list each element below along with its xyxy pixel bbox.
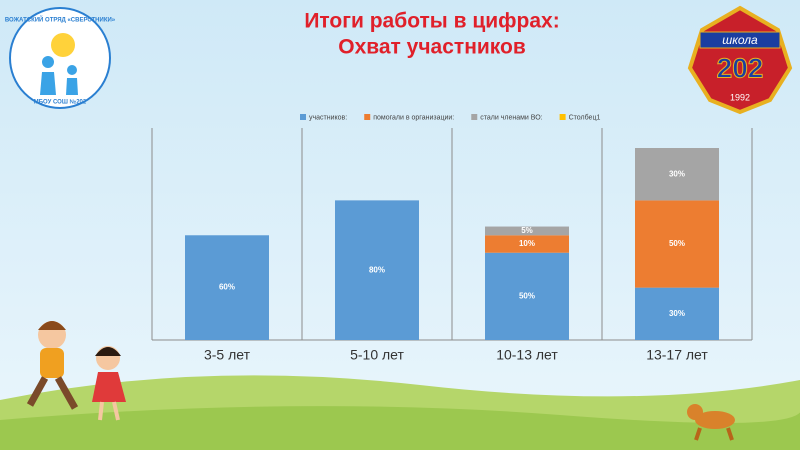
logo-text: ВОЖАТСКИЙ ОТРЯД «СВЕРСТНИКИ» [5, 16, 116, 24]
legend-label: Столбец1 [569, 113, 601, 121]
data-label: 50% [669, 239, 685, 248]
legend-label: участников: [309, 114, 347, 121]
bar-segment [635, 148, 719, 201]
emblem-banner: школа [722, 33, 758, 47]
left-logo: ВОЖАТСКИЙ ОТРЯД «СВЕРСТНИКИ» МБОУ СОШ №2… [5, 7, 116, 109]
right-emblem: школа 202 1992 [687, 5, 793, 115]
dog [687, 404, 735, 441]
bar-segment [485, 252, 569, 340]
emblem-year: 1992 [730, 92, 750, 102]
hill [0, 405, 800, 450]
data-label: 50% [519, 291, 535, 300]
x-tick-label: 10-13 лет [496, 347, 558, 363]
data-label: 30% [669, 309, 685, 318]
data-label: 60% [219, 283, 235, 292]
children [26, 321, 126, 421]
data-label: 80% [369, 265, 385, 274]
data-label: 10% [519, 239, 535, 248]
logo-text: МБОУ СОШ №202 [34, 99, 87, 106]
data-label: 30% [669, 169, 685, 178]
legend-swatch [300, 114, 306, 120]
legend-swatch [364, 114, 371, 120]
legend-label: помогали в организации: [373, 114, 454, 121]
legend-label: стали членами ВО: [480, 114, 542, 121]
x-tick-label: 5-10 лет [350, 347, 404, 363]
data-label: 5% [521, 226, 533, 235]
bar-segment [635, 200, 719, 288]
bar-segment [185, 235, 269, 340]
chart-subtitle: Охват участников [338, 36, 526, 59]
x-tick-label: 3-5 лет [204, 347, 251, 363]
legend-swatch [559, 114, 566, 120]
x-tick-label: 13-17 лет [646, 347, 708, 363]
chart: участников: помогали в организации: стали … [151, 113, 753, 363]
bar-segment [485, 226, 569, 236]
emblem-number: 202 [717, 52, 764, 83]
bar-segment [635, 287, 719, 340]
bar-segment [335, 200, 419, 340]
legend-swatch [471, 114, 478, 120]
chart-title: Итоги работы в цифрах: [304, 10, 559, 33]
bar-segment [485, 235, 569, 253]
